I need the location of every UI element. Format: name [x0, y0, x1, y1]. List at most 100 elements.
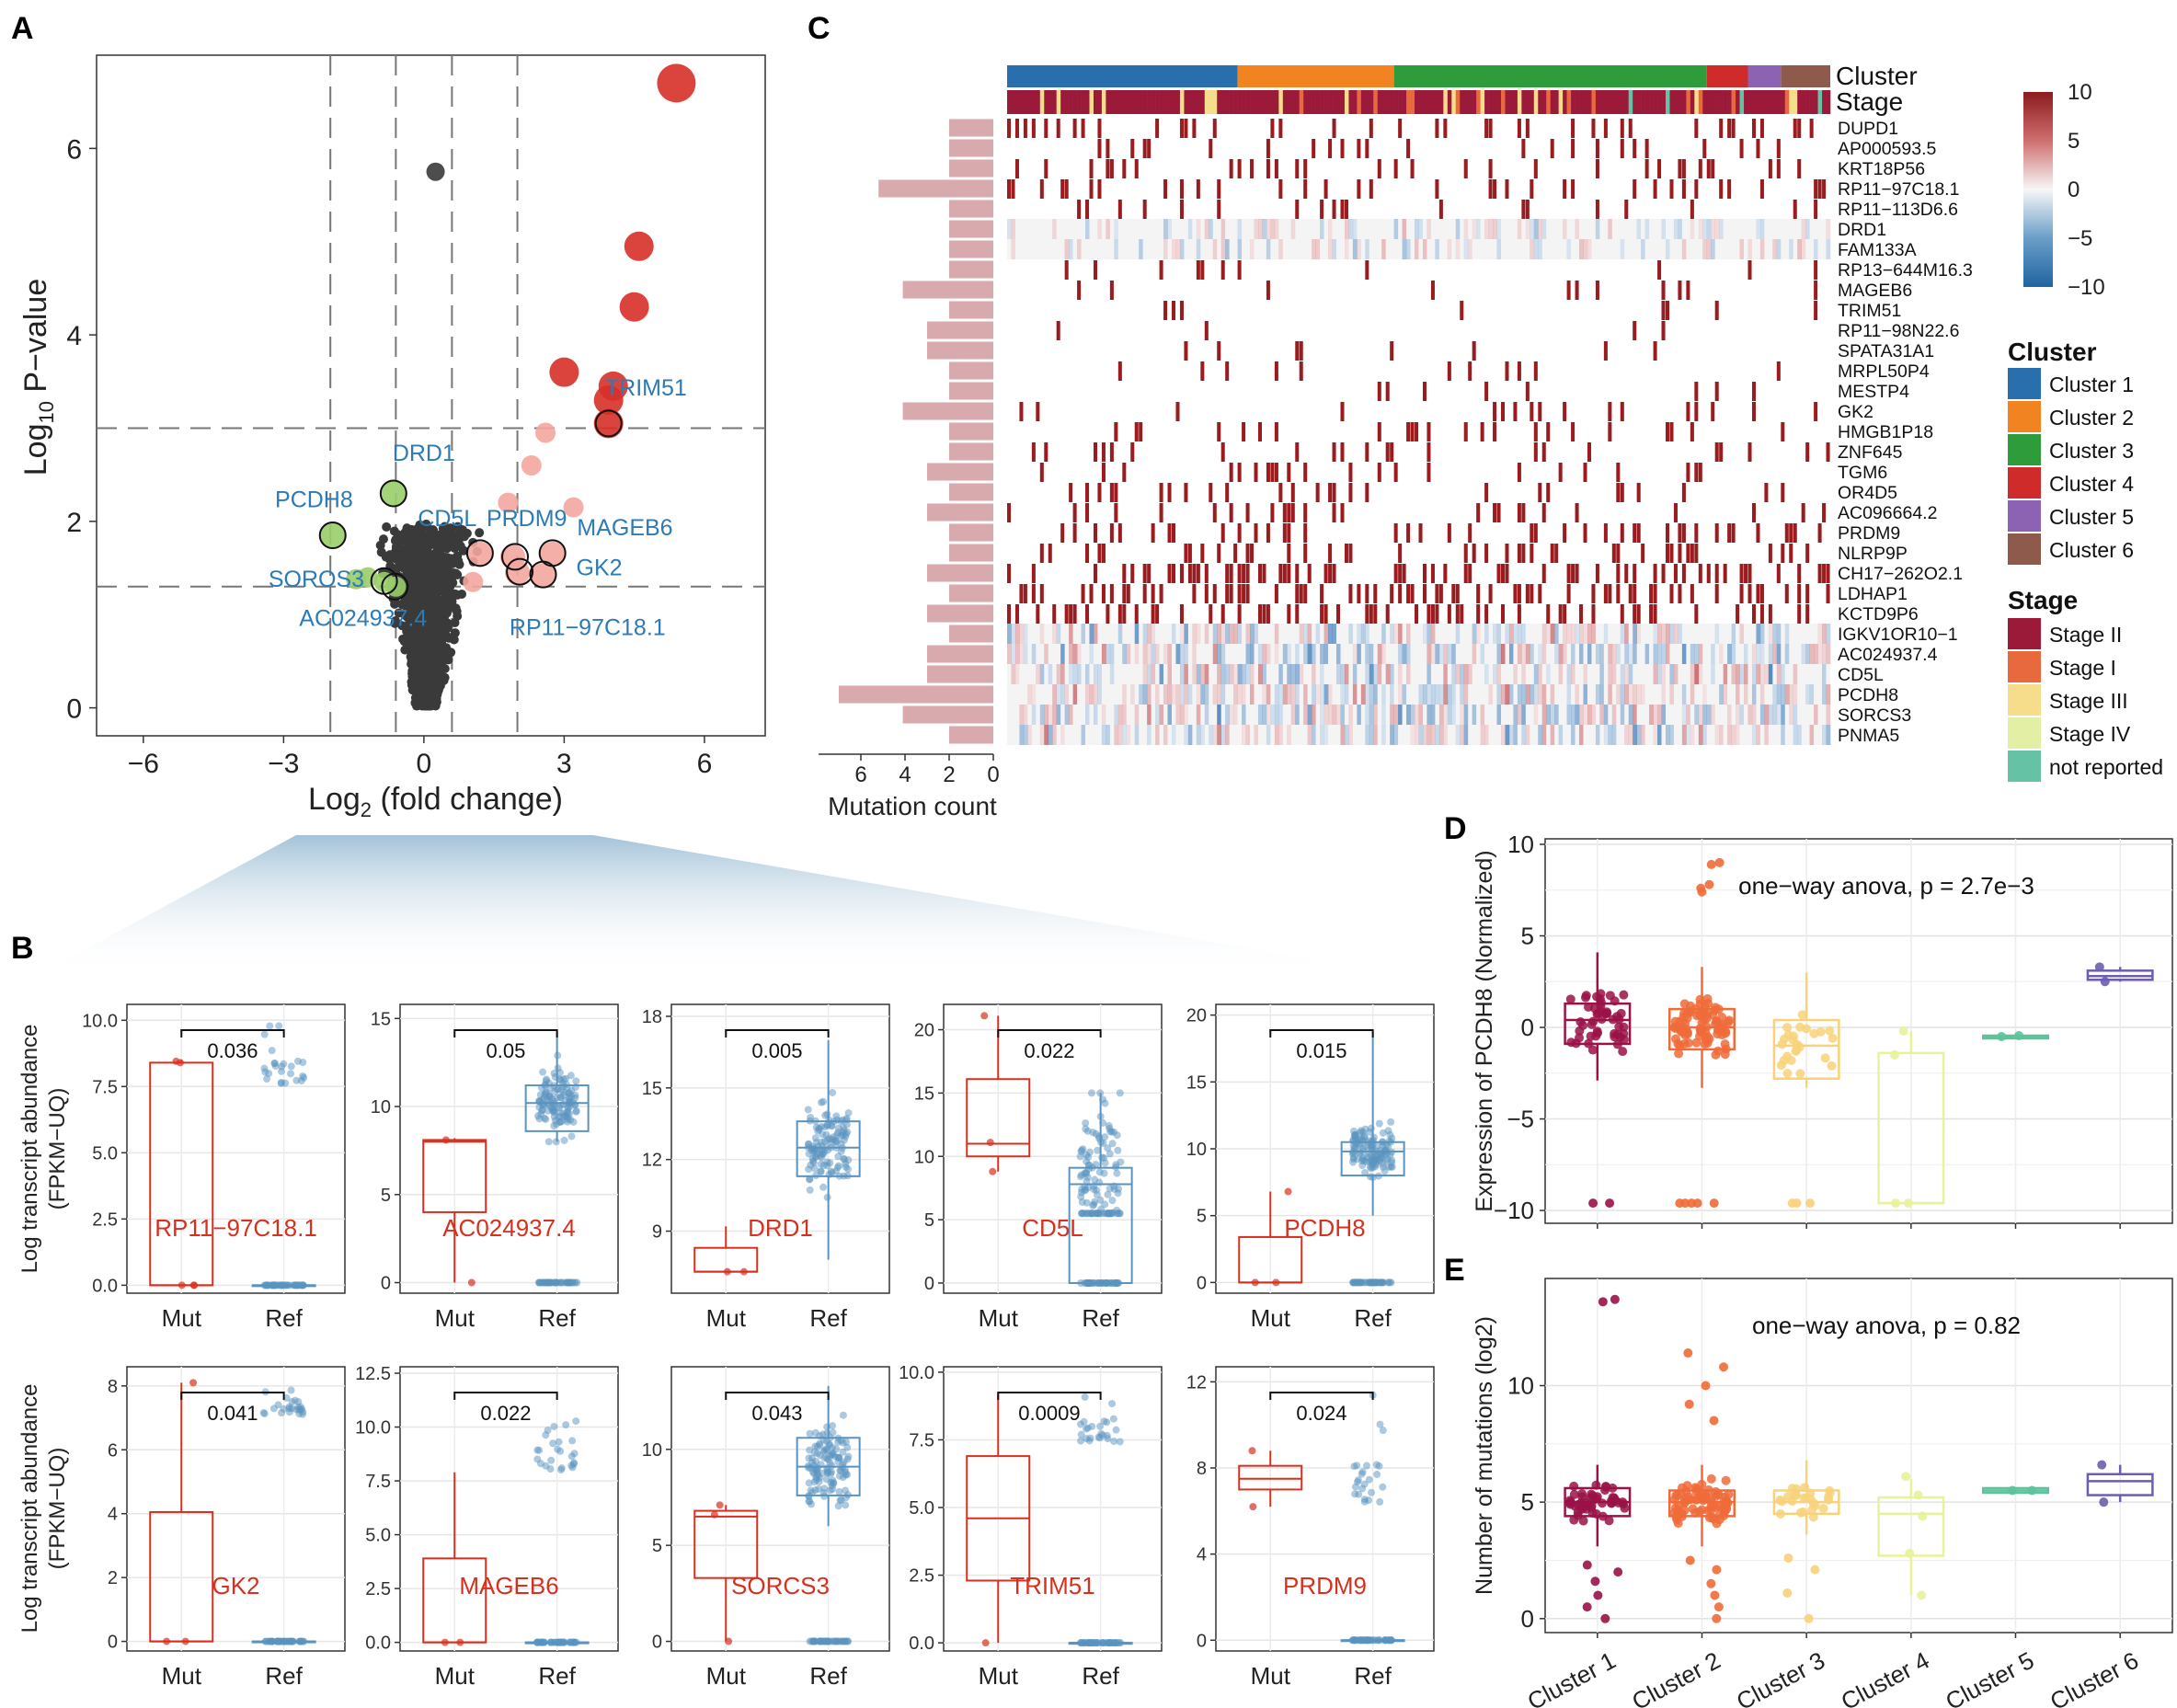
- heatmap-cell: [1616, 644, 1621, 664]
- heatmap-gene-label: CD5L: [1838, 665, 1884, 685]
- category-label-ref: Ref: [265, 1662, 303, 1690]
- heatmap-cell: [1603, 341, 1608, 361]
- heatmap-cell: [1484, 664, 1489, 684]
- heatmap-cell: [1257, 239, 1263, 259]
- heatmap-cell: [1204, 564, 1209, 583]
- heatmap-cell: [1669, 544, 1674, 563]
- heatmap-gene-label: KRT18P56: [1838, 159, 1925, 179]
- heatmap-cell: [1023, 239, 1028, 259]
- heatmap-cell: [1451, 219, 1457, 239]
- heatmap-cell: [1698, 644, 1703, 664]
- heatmap-cell: [1209, 239, 1214, 259]
- heatmap-cell: [1513, 644, 1518, 664]
- ref-point: [1379, 1138, 1387, 1146]
- ref-point: [843, 1172, 852, 1180]
- heatmap-cell: [1826, 664, 1831, 684]
- heatmap-cell: [1736, 644, 1740, 664]
- heatmap-cell: [1521, 239, 1527, 259]
- heatmap-cell: [1332, 239, 1337, 259]
- heatmap-cell: [1620, 523, 1624, 543]
- stage-track-cell: [1415, 90, 1419, 114]
- heatmap-cell: [1563, 684, 1567, 705]
- heatmap-cell: [1468, 239, 1472, 259]
- heatmap-cell: [1039, 463, 1044, 482]
- heatmap-cell: [1727, 523, 1732, 543]
- stage-track-cell: [1501, 90, 1506, 114]
- heatmap-cell: [1759, 239, 1765, 259]
- heatmap-cell: [1455, 584, 1460, 603]
- panel-letters: A B C D E: [11, 11, 1467, 1288]
- heatmap-cell: [1287, 463, 1291, 482]
- heatmap-cell: [1633, 219, 1637, 239]
- stage-track-cell: [1525, 90, 1530, 114]
- heatmap-cell: [1595, 564, 1599, 583]
- stage-track-cell: [1579, 90, 1584, 114]
- heatmap-cell: [1209, 483, 1213, 502]
- stage-track-cell: [1039, 90, 1045, 114]
- heatmap-cell: [1147, 644, 1152, 664]
- heatmap-cell: [1822, 564, 1827, 583]
- heatmap-cell: [1714, 523, 1719, 543]
- heatmap-cell: [1781, 422, 1785, 441]
- heatmap-cell: [1731, 644, 1736, 664]
- volcano-nonsig-point: [445, 558, 455, 568]
- heatmap-cell: [1505, 239, 1510, 259]
- heatmap-cell: [1525, 664, 1530, 684]
- stage-track-cell: [1533, 90, 1539, 114]
- stage-track-cell: [1817, 90, 1823, 114]
- ref-point: [841, 1465, 849, 1473]
- heatmap-cell: [1694, 219, 1700, 239]
- heatmap-cell: [1641, 219, 1645, 239]
- heatmap-cell: [1093, 239, 1098, 259]
- heatmap-cell: [1673, 644, 1679, 664]
- heatmap-cell: [1719, 442, 1724, 462]
- heatmap-cell: [1814, 281, 1818, 300]
- heatmap-cell: [1698, 664, 1703, 684]
- ref-point: [827, 1468, 835, 1476]
- stage-track-cell: [1167, 90, 1173, 114]
- volcano-nonsig-point: [457, 590, 467, 600]
- heatmap-cell: [1711, 644, 1715, 664]
- heatmap-cell: [1430, 219, 1436, 239]
- ref-point: [1366, 1128, 1374, 1136]
- heatmap-gene-label: AC096664.2: [1838, 503, 1937, 523]
- heatmap-cell: [1085, 664, 1090, 684]
- heatmap-cell: [1686, 463, 1690, 482]
- heatmap-cell: [1130, 644, 1136, 664]
- heatmap-cell: [1011, 684, 1016, 705]
- heatmap-cell: [1245, 503, 1250, 522]
- heatmap-cell: [1007, 564, 1012, 583]
- heatmap-cell: [1805, 584, 1810, 603]
- heatmap-cell: [1418, 523, 1423, 543]
- heatmap-cell: [1711, 219, 1715, 239]
- heatmap-cell: [1620, 483, 1624, 502]
- heatmap-cell: [1254, 684, 1259, 705]
- heatmap-cell: [1307, 219, 1312, 239]
- heatmap-cell: [1274, 239, 1279, 259]
- ref-point: [1384, 1127, 1392, 1135]
- heatmap-cell: [1776, 139, 1781, 158]
- ref-point: [556, 1447, 565, 1455]
- heatmap-cell: [1139, 422, 1143, 441]
- heatmap-cell: [1044, 119, 1048, 138]
- volcano-nonsig-point: [432, 577, 442, 587]
- heatmap-cell: [1237, 523, 1242, 543]
- heatmap-cell: [1357, 644, 1362, 664]
- heatmap-cell: [1060, 239, 1065, 259]
- heatmap-cell: [1739, 664, 1745, 684]
- heatmap-cell: [1571, 139, 1575, 158]
- boxplot-y-tick-label: 10: [914, 1147, 934, 1167]
- heatmap-cell: [1633, 523, 1637, 543]
- heatmap-cell: [1493, 664, 1497, 684]
- heatmap-cell: [1036, 664, 1041, 684]
- heatmap-cell: [1817, 664, 1823, 684]
- heatmap-cell: [1274, 624, 1279, 644]
- heatmap-cell: [1369, 624, 1374, 644]
- heatmap-cell: [1220, 523, 1225, 543]
- heatmap-cell: [1517, 584, 1521, 603]
- heatmap-cell: [1611, 219, 1617, 239]
- heatmap-cell: [1360, 219, 1366, 239]
- heatmap-cell: [1007, 684, 1012, 705]
- heatmap-cell: [1587, 644, 1592, 664]
